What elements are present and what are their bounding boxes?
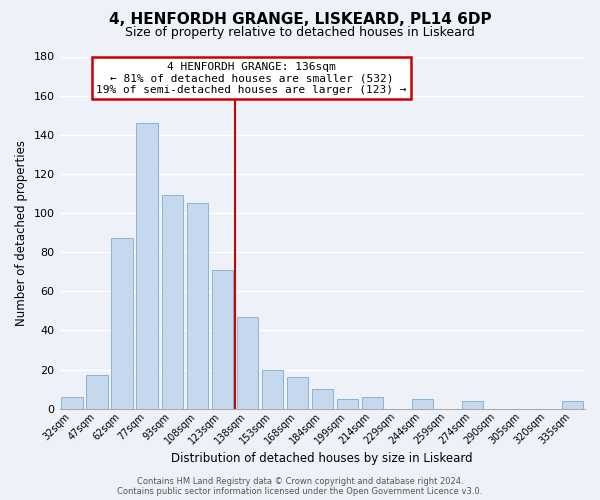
Bar xyxy=(287,378,308,409)
Bar xyxy=(362,397,383,409)
Bar xyxy=(86,376,108,409)
Text: Contains HM Land Registry data © Crown copyright and database right 2024.
Contai: Contains HM Land Registry data © Crown c… xyxy=(118,476,482,496)
Bar xyxy=(136,123,158,409)
Bar xyxy=(187,204,208,409)
Bar xyxy=(112,238,133,409)
Bar xyxy=(311,389,333,409)
Bar xyxy=(337,399,358,409)
Bar xyxy=(562,401,583,409)
X-axis label: Distribution of detached houses by size in Liskeard: Distribution of detached houses by size … xyxy=(172,452,473,465)
Bar xyxy=(212,270,233,409)
Bar xyxy=(462,401,483,409)
Bar xyxy=(161,196,183,409)
Text: 4 HENFORDH GRANGE: 136sqm
← 81% of detached houses are smaller (532)
19% of semi: 4 HENFORDH GRANGE: 136sqm ← 81% of detac… xyxy=(96,62,407,95)
Text: 4, HENFORDH GRANGE, LISKEARD, PL14 6DP: 4, HENFORDH GRANGE, LISKEARD, PL14 6DP xyxy=(109,12,491,28)
Text: Size of property relative to detached houses in Liskeard: Size of property relative to detached ho… xyxy=(125,26,475,39)
Y-axis label: Number of detached properties: Number of detached properties xyxy=(15,140,28,326)
Bar xyxy=(61,397,83,409)
Bar xyxy=(412,399,433,409)
Bar xyxy=(262,370,283,409)
Bar xyxy=(236,317,258,409)
